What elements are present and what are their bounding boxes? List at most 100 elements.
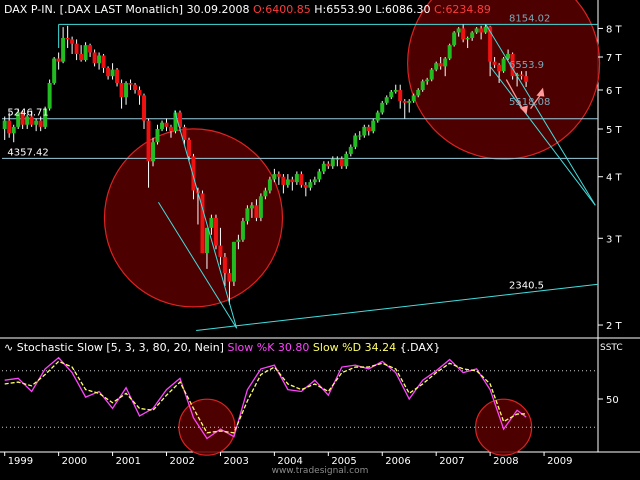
candle-body: [38, 120, 43, 127]
wave-icon: ∿: [4, 341, 14, 354]
candle-body: [330, 158, 335, 167]
candle-body: [182, 126, 187, 140]
candle-body: [393, 89, 398, 92]
candle-body: [474, 28, 479, 33]
price-labels: 8154.02 6553.9 5518.08 5246.71 4357.42 2340.5: [7, 13, 550, 291]
candle-body: [160, 122, 165, 129]
candle-body: [218, 245, 223, 257]
candle-body: [447, 45, 452, 59]
candle-body: [407, 100, 412, 103]
candle-body: [52, 58, 57, 83]
indicator-symbol: {.DAX}: [399, 341, 441, 354]
stoch-k-line: [4, 356, 527, 440]
candle-body: [321, 163, 326, 172]
trendlines: [157, 24, 599, 331]
high-value: 6553.90: [326, 3, 372, 16]
candle-body: [20, 112, 25, 125]
candle-body: [213, 217, 218, 246]
candle-body: [303, 184, 308, 188]
candle-body: [434, 63, 439, 70]
candle-body: [375, 112, 380, 121]
label-8154: 8154.02: [509, 13, 550, 24]
candle-body: [142, 95, 147, 121]
candle-body: [227, 273, 232, 282]
candle-body: [465, 38, 470, 40]
candle-body: [470, 32, 475, 39]
stoch-d-line: [4, 360, 527, 434]
candle-body: [119, 82, 124, 98]
candle-body: [348, 146, 353, 154]
candle-body: [317, 171, 322, 180]
stochastic-panel: 50 SSTC: [2, 343, 623, 440]
candle-body: [308, 182, 313, 188]
candle-body: [168, 126, 173, 132]
candle-body: [92, 52, 97, 64]
candle-body: [222, 256, 227, 274]
candle-body: [110, 69, 115, 77]
candle-body: [294, 174, 299, 183]
candle-body: [389, 91, 394, 98]
candle-body: [106, 67, 111, 77]
indicator-header: ∿ Stochastic Slow [5, 3, 3, 80, 20, Nein…: [4, 341, 440, 354]
candle-body: [416, 89, 421, 96]
open-value: 6400.85: [265, 3, 311, 16]
x-tick-label: 2008: [493, 456, 518, 467]
candle-body: [519, 74, 524, 77]
candle-body: [456, 28, 461, 33]
d-legend: Slow %D 34.24: [312, 341, 397, 354]
open-label: O:: [253, 3, 266, 16]
close-value: 6234.89: [445, 3, 491, 16]
y-tick-label: 5 T: [606, 125, 623, 136]
close-label: C:: [434, 3, 446, 16]
stoch-y-tick-label: 50: [606, 395, 619, 406]
chart-header: DAX P-IN. [.DAX LAST Monatlich] 30.09.20…: [4, 3, 491, 16]
candle-body: [483, 26, 488, 33]
candle-body: [70, 39, 75, 44]
candle-body: [326, 163, 331, 167]
candle-body: [344, 153, 349, 167]
candle-body: [488, 26, 493, 62]
candle-body: [398, 89, 403, 101]
candle-body: [492, 61, 497, 65]
candle-body: [443, 58, 448, 67]
trend-2002-lower: [157, 202, 238, 329]
candle-body: [425, 79, 430, 82]
candle-body: [501, 58, 506, 72]
time-axis: 1999 2000 2001 2002 2003 2004 2005 2006 2007 2008…: [4, 452, 573, 467]
indicator-title: Stochastic Slow [5, 3, 3, 80, 20, Nein]: [16, 341, 224, 354]
candle-body: [11, 126, 16, 134]
candle-body: [115, 69, 120, 83]
candle-body: [79, 53, 84, 61]
label-5518: 5518.08: [509, 97, 550, 108]
candle-body: [380, 102, 385, 113]
candle-body: [151, 142, 156, 162]
candle-body: [371, 120, 376, 132]
x-tick-label: 2007: [439, 456, 464, 467]
candlestick-series: [2, 24, 529, 305]
y-tick-label: 8 T: [606, 24, 623, 35]
label-6553: 6553.9: [509, 60, 544, 71]
support-trendline: [196, 283, 599, 331]
trend-2002-upper: [174, 110, 238, 329]
candle-body: [402, 100, 407, 103]
y-tick-label: 4 T: [606, 173, 623, 184]
candle-body: [281, 176, 286, 185]
trend-2008-lower: [489, 66, 596, 206]
x-tick-label: 2006: [385, 456, 410, 467]
y-tick-label: 6 T: [606, 86, 623, 97]
candle-body: [429, 69, 434, 80]
candle-body: [299, 174, 304, 185]
candle-body: [133, 84, 138, 90]
candle-body: [236, 239, 241, 242]
candle-body: [312, 179, 317, 183]
candle-body: [74, 43, 79, 54]
watermark: www.tradesignal.com: [271, 466, 369, 476]
candle-body: [65, 38, 70, 40]
candle-body: [200, 193, 205, 254]
candle-body: [506, 53, 511, 59]
candle-body: [461, 28, 466, 40]
candle-body: [29, 116, 34, 125]
candle-body: [124, 82, 129, 98]
price-axis: 2 T 3 T 4 T 5 T 6 T 7 T 8 T: [598, 24, 623, 332]
x-tick-label: 2003: [223, 456, 248, 467]
